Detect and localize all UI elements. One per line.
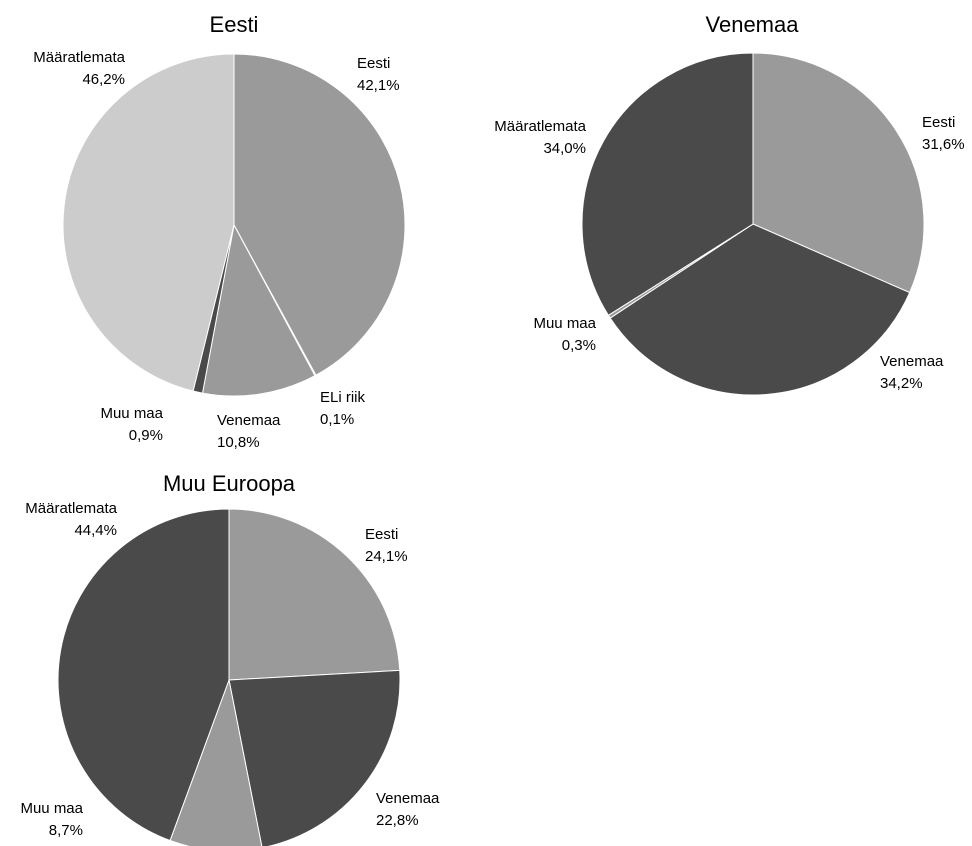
slices xyxy=(62,53,406,397)
pie-slice-venemaa xyxy=(609,223,911,396)
slice-value: 31,6% xyxy=(922,136,965,153)
slice-value: 42,1% xyxy=(357,77,400,94)
slice-label: ELi riik xyxy=(320,389,366,406)
slice-value: 34,0% xyxy=(543,140,586,157)
slice-value: 44,4% xyxy=(74,522,117,539)
slice-value: 0,1% xyxy=(320,411,354,428)
slice-label: Muu maa xyxy=(100,405,163,422)
slice-value: 46,2% xyxy=(82,71,125,88)
pie-chart-eesti: Eesti Eesti 42,1% ELi riik 0,1% Venemaa … xyxy=(33,12,406,451)
pie-slice-eesti xyxy=(752,52,925,294)
pie-slice-venemaa xyxy=(201,223,316,397)
chart-title: Eesti xyxy=(210,12,259,37)
slice-label: Venemaa xyxy=(376,790,440,807)
slice-label: Eesti xyxy=(365,526,398,543)
slice-value: 24,1% xyxy=(365,548,408,565)
pie-slice-määratlemata xyxy=(581,52,754,317)
slices xyxy=(581,52,925,396)
pie-slice-määratlemata xyxy=(57,508,230,842)
slices xyxy=(57,508,401,846)
pie-slice-venemaa xyxy=(228,669,401,846)
slice-value: 0,9% xyxy=(129,427,163,444)
slice-label: Määratlemata xyxy=(33,49,125,66)
pie-chart-venemaa: Venemaa Eesti 31,6% Venemaa 34,2% Muu ma… xyxy=(494,12,965,396)
slice-label: Muu maa xyxy=(533,315,596,332)
slice-value: 34,2% xyxy=(880,375,923,392)
slice-label: Määratlemata xyxy=(494,118,586,135)
slice-label: Venemaa xyxy=(880,353,944,370)
pie-slice-eesti xyxy=(233,53,406,376)
slice-label: Muu maa xyxy=(20,800,83,817)
slice-value: 0,3% xyxy=(562,337,596,354)
slice-label: Määratlemata xyxy=(25,500,117,517)
slice-label: Eesti xyxy=(922,114,955,131)
pie-slice-muu-maa xyxy=(169,678,263,846)
chart-title: Muu Euroopa xyxy=(163,471,296,496)
slice-label: Eesti xyxy=(357,55,390,72)
chart-title: Venemaa xyxy=(706,12,800,37)
slice-value: 22,8% xyxy=(376,812,419,829)
pie-slice-määratlemata xyxy=(62,53,235,392)
slice-value: 8,7% xyxy=(49,822,83,839)
slice-label: Venemaa xyxy=(217,412,281,429)
pie-slice-eesti xyxy=(228,508,401,681)
pie-chart-muu-euroopa: Muu Euroopa Eesti 24,1% Venemaa 22,8% Mu… xyxy=(20,471,440,846)
slice-value: 10,8% xyxy=(217,434,260,451)
